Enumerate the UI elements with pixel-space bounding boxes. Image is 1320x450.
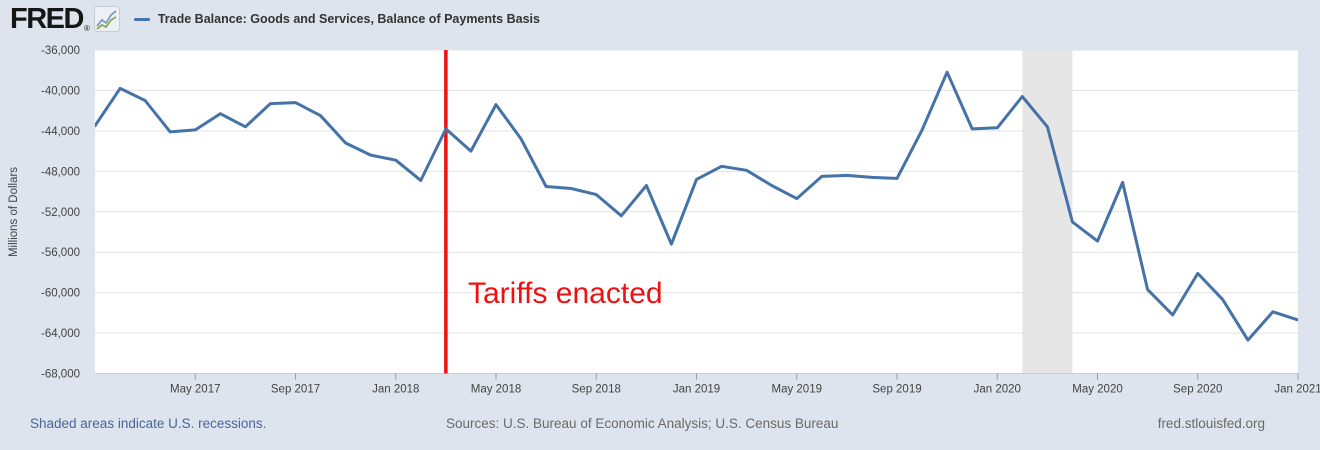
x-axis-tick-label: May 2017 (170, 384, 221, 396)
x-axis-tick-label: Sep 2020 (1173, 384, 1222, 396)
x-axis-tick-label: Sep 2019 (872, 384, 921, 396)
tariffs-enacted-label: Tariffs enacted (468, 277, 663, 310)
y-axis-tick-label: -56,000 (41, 247, 80, 259)
fred-site-link[interactable]: fred.stlouisfed.org (1157, 416, 1265, 431)
x-axis-tick-label: May 2020 (1072, 384, 1123, 396)
y-axis-tick-label: -48,000 (41, 166, 80, 178)
x-axis-tick-label: May 2019 (771, 384, 822, 396)
x-axis-tick-label: Jan 2021 (1274, 384, 1320, 396)
sources-text: Sources: U.S. Bureau of Economic Analysi… (446, 416, 839, 431)
y-axis-tick-label: -52,000 (41, 207, 80, 219)
x-axis-tick-label: Sep 2018 (572, 384, 621, 396)
recession-note-link[interactable]: Shaded areas indicate U.S. recessions. (30, 416, 267, 431)
footer: Shaded areas indicate U.S. recessions. S… (0, 416, 1320, 434)
y-axis-tick-label: -68,000 (41, 369, 80, 381)
fred-logo-text: FRED (10, 3, 84, 35)
series-title[interactable]: Trade Balance: Goods and Services, Balan… (157, 12, 540, 26)
x-axis-tick-label: Jan 2020 (974, 384, 1021, 396)
y-axis-tick-label: -40,000 (41, 85, 80, 97)
x-axis-tick-label: Jan 2018 (372, 384, 419, 396)
registered-trademark: ® (83, 24, 90, 33)
fred-logo[interactable]: FRED® (10, 3, 90, 35)
fred-sparkline-icon (93, 6, 120, 32)
legend-line-swatch (133, 17, 150, 21)
x-axis-tick-label: Jan 2019 (673, 384, 720, 396)
chart-legend: Trade Balance: Goods and Services, Balan… (133, 12, 540, 26)
trade-balance-series-line[interactable] (95, 70, 1298, 342)
y-axis-tick-label: -44,000 (41, 126, 80, 138)
y-axis-tick-label: -36,000 (41, 45, 80, 57)
y-axis-tick-label: -64,000 (41, 328, 80, 340)
x-axis-tick-label: Sep 2017 (271, 384, 320, 396)
header: FRED® Trade Balance: Goods and Services,… (10, 3, 540, 35)
y-axis-tick-label: -60,000 (41, 288, 80, 300)
x-axis-tick-label: May 2018 (471, 384, 522, 396)
y-axis-title: Millions of Dollars (8, 167, 20, 257)
